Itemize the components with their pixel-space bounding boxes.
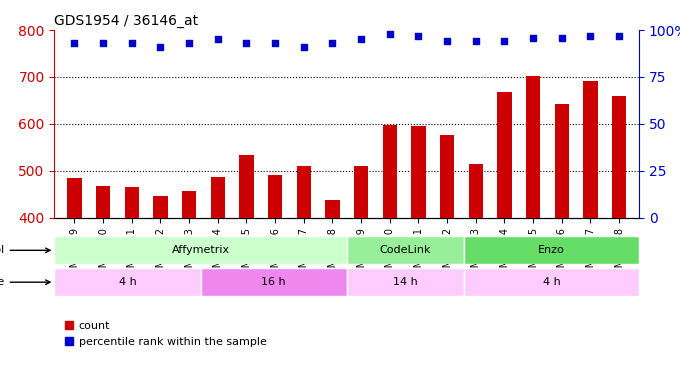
Point — [585, 33, 596, 39]
Point — [442, 38, 453, 44]
Text: Enzo: Enzo — [538, 245, 565, 255]
Bar — [268, 176, 282, 375]
FancyBboxPatch shape — [201, 268, 347, 296]
Text: time: time — [0, 277, 50, 287]
Bar — [555, 104, 569, 375]
Point — [413, 33, 424, 39]
FancyBboxPatch shape — [54, 268, 201, 296]
Bar — [354, 166, 369, 375]
Bar — [383, 124, 397, 375]
Bar — [583, 81, 598, 375]
Text: protocol: protocol — [0, 245, 50, 255]
Point — [499, 38, 510, 44]
Text: 4 h: 4 h — [543, 277, 560, 287]
Point — [69, 40, 80, 46]
Text: 16 h: 16 h — [261, 277, 286, 287]
FancyBboxPatch shape — [464, 268, 639, 296]
Point — [356, 36, 367, 42]
Point — [613, 33, 624, 39]
Text: Affymetrix: Affymetrix — [171, 245, 230, 255]
Bar — [497, 92, 511, 375]
Bar — [96, 186, 110, 375]
FancyBboxPatch shape — [347, 268, 464, 296]
Text: CodeLink: CodeLink — [379, 245, 431, 255]
Bar — [411, 126, 426, 375]
Point — [528, 34, 539, 40]
FancyBboxPatch shape — [347, 236, 464, 264]
Bar — [296, 166, 311, 375]
Bar — [211, 177, 225, 375]
Point — [98, 40, 109, 46]
Text: GDS1954 / 36146_at: GDS1954 / 36146_at — [54, 13, 199, 28]
Point — [241, 40, 252, 46]
Bar — [469, 164, 483, 375]
Point — [384, 31, 395, 37]
Text: 4 h: 4 h — [118, 277, 137, 287]
Point — [556, 34, 567, 40]
Legend: count, percentile rank within the sample: count, percentile rank within the sample — [60, 317, 271, 351]
Point — [471, 38, 481, 44]
Text: 14 h: 14 h — [393, 277, 418, 287]
Bar — [153, 196, 168, 375]
Bar — [124, 187, 139, 375]
FancyBboxPatch shape — [54, 236, 347, 264]
Point — [155, 44, 166, 50]
Bar — [182, 191, 197, 375]
Bar — [239, 155, 254, 375]
Bar — [612, 96, 626, 375]
Point — [212, 36, 223, 42]
Bar — [526, 76, 541, 375]
Bar — [325, 200, 339, 375]
Point — [270, 40, 281, 46]
Bar — [67, 178, 82, 375]
Point — [299, 44, 309, 50]
Point — [327, 40, 338, 46]
Bar — [440, 135, 454, 375]
Point — [126, 40, 137, 46]
FancyBboxPatch shape — [464, 236, 639, 264]
Point — [184, 40, 194, 46]
